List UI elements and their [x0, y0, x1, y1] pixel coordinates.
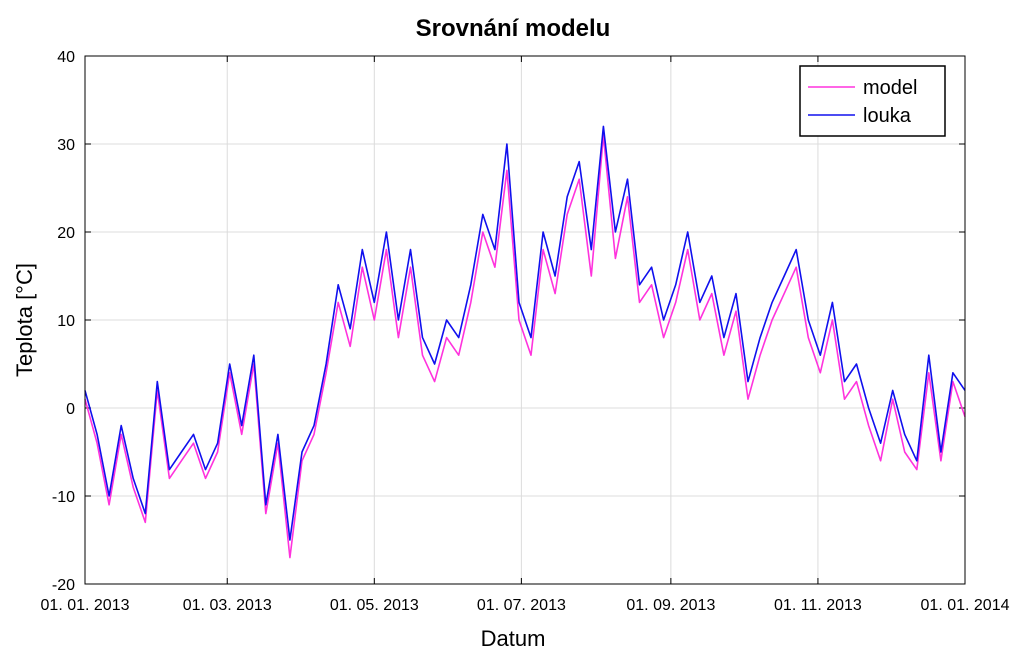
legend-label: louka [863, 105, 912, 127]
x-tick-label: 01. 07. 2013 [477, 597, 566, 614]
legend-box [799, 65, 946, 137]
y-axis-label: Teplota [°C] [12, 263, 37, 377]
y-tick-label: 40 [57, 49, 75, 66]
x-tick-label: 01. 03. 2013 [183, 597, 272, 614]
y-tick-label: 0 [66, 401, 75, 418]
chart-title: Srovnání modelu [416, 15, 611, 42]
x-tick-label: 01. 01. 2013 [41, 597, 130, 614]
legend-label: model [863, 77, 917, 99]
line-series [84, 134, 966, 559]
x-axis-label: Datum [481, 626, 546, 651]
x-tick-label: 01. 09. 2013 [626, 597, 715, 614]
y-tick-label: 20 [57, 225, 75, 242]
x-tick-label: 01. 01. 2014 [921, 597, 1010, 614]
y-tick-label: 30 [57, 137, 75, 154]
plot-frame [84, 55, 966, 585]
y-tick-label: 10 [57, 313, 75, 330]
x-tick-label: 01. 05. 2013 [330, 597, 419, 614]
legend: model louka [799, 65, 946, 137]
line-series [84, 125, 966, 541]
x-tick-label: 01. 11. 2013 [774, 597, 862, 614]
y-tick-label: -10 [52, 489, 75, 506]
y-tick-label: -20 [52, 577, 75, 594]
